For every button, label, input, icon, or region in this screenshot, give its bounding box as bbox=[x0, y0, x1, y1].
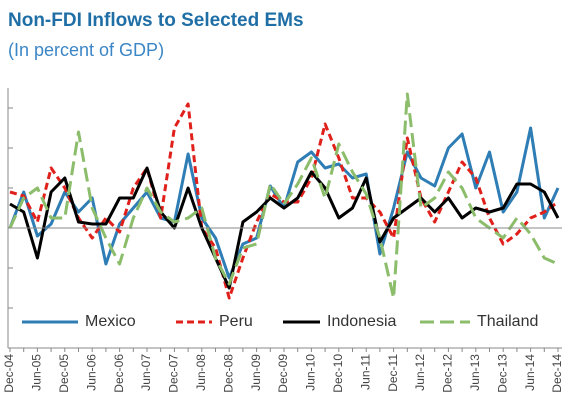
x-tick-label: Jun-11 bbox=[358, 354, 372, 390]
legend-label: Peru bbox=[219, 313, 253, 330]
x-tick-label: Dec-13 bbox=[495, 354, 509, 393]
x-tick-label: Jun-06 bbox=[84, 354, 98, 391]
x-tick-label: Dec-09 bbox=[276, 354, 290, 393]
legend-label: Thailand bbox=[477, 313, 538, 330]
x-tick-label: Jun-08 bbox=[194, 354, 208, 391]
x-tick-label: Jun-07 bbox=[139, 354, 153, 391]
x-tick-label: Dec-11 bbox=[386, 354, 400, 392]
series-line bbox=[8, 92, 559, 300]
legend-label: Mexico bbox=[85, 313, 136, 330]
x-tick-label: Dec-04 bbox=[2, 354, 16, 393]
chart-subtitle: (In percent of GDP) bbox=[8, 40, 164, 60]
x-tick-label: Dec-12 bbox=[441, 354, 455, 393]
x-tick-label: Dec-07 bbox=[167, 354, 181, 393]
x-tick-label: Dec-08 bbox=[221, 354, 235, 393]
x-tick-label: Jun-13 bbox=[468, 354, 482, 391]
plot-area bbox=[8, 92, 560, 300]
legend: Mexico Peru Indonesia Thailand bbox=[14, 310, 554, 334]
x-tick-label: Dec-14 bbox=[550, 354, 562, 393]
x-tick-label: Jun-10 bbox=[304, 354, 318, 391]
legend-label: Indonesia bbox=[327, 313, 396, 330]
series-line bbox=[9, 166, 560, 290]
x-tick-label: Jun-12 bbox=[413, 354, 427, 391]
x-tick-label: Jun-05 bbox=[30, 354, 44, 391]
x-tick-label: Jun-14 bbox=[523, 354, 537, 391]
x-tick-label: Dec-06 bbox=[112, 354, 126, 393]
x-tick-label: Jun-09 bbox=[249, 354, 263, 391]
chart-title: Non-FDI Inflows to Selected EMs bbox=[8, 10, 304, 31]
x-tick-label: Dec-10 bbox=[331, 354, 345, 393]
x-tick-label: Dec-05 bbox=[57, 354, 71, 393]
